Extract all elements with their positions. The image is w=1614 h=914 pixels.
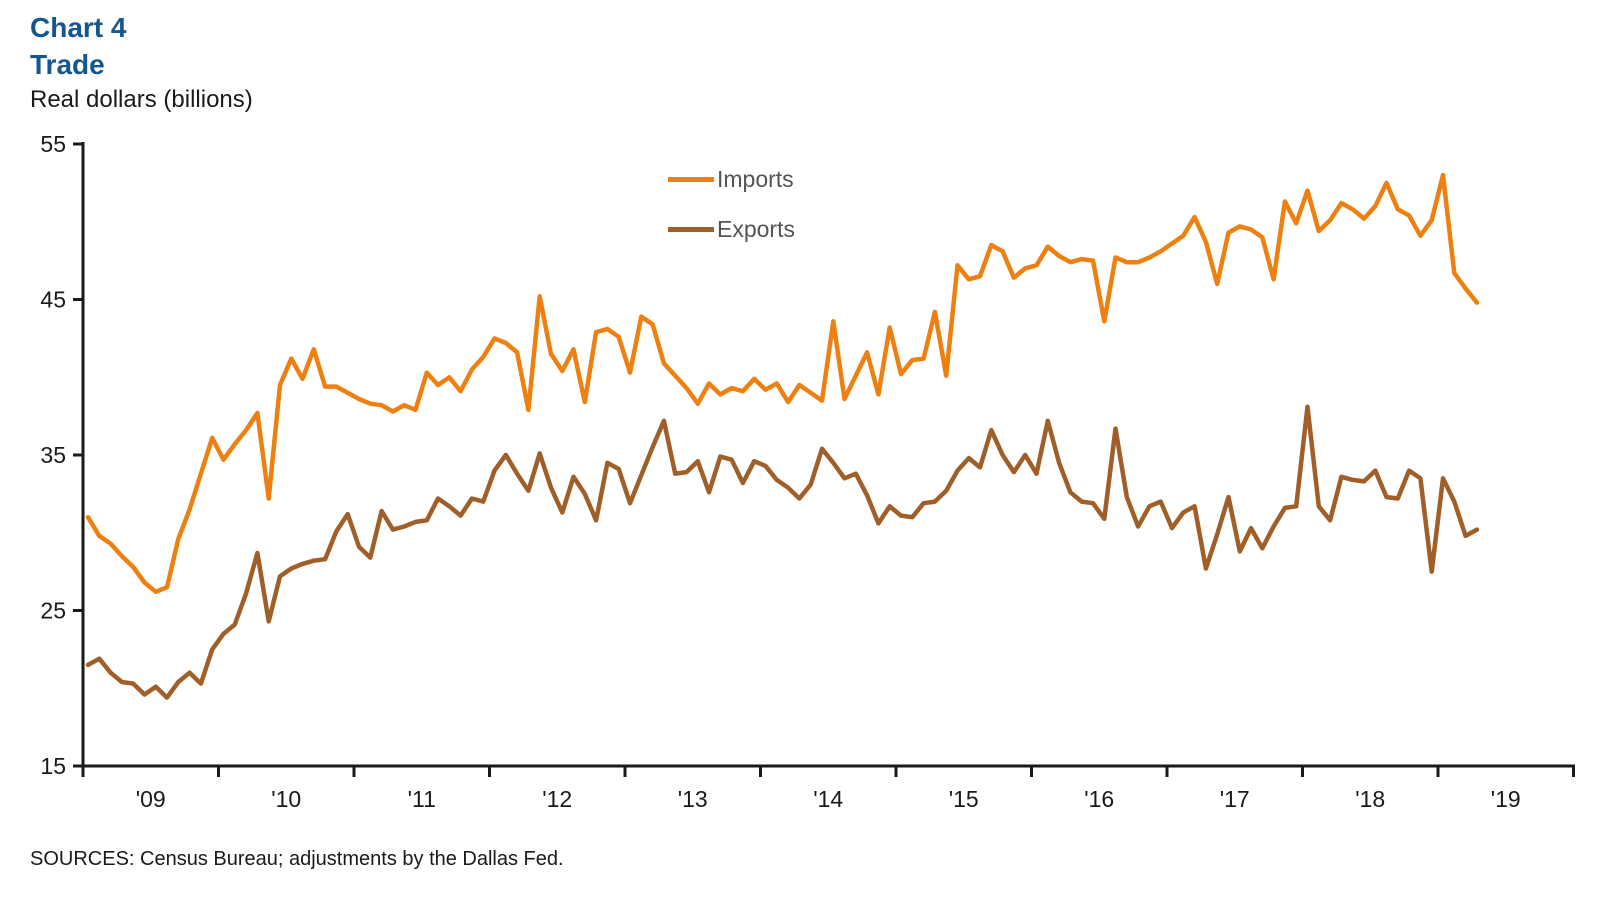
legend-label-imports: Imports [717,165,794,192]
chart-title: Trade [30,49,105,80]
legend-label-exports: Exports [717,215,795,242]
imports-line [85,172,1480,595]
legend-item-exports: Exports [668,216,795,242]
x-tick-label: '10 [271,786,301,812]
x-tick-label: '18 [1355,786,1385,812]
x-tick-label: '12 [542,786,572,812]
x-tick-label: '19 [1491,786,1521,812]
y-tick-label: 25 [40,598,66,624]
exports-line-swatch [668,226,714,232]
x-tick-label: '15 [949,786,979,812]
y-tick-label: 45 [40,287,66,313]
x-tick-label: '17 [1220,786,1250,812]
x-tick-label: '11 [408,786,436,812]
legend-item-imports: Imports [668,166,795,192]
chart-legend: Imports Exports [668,166,795,242]
y-tick-label: 15 [40,753,66,779]
x-tick-label: '16 [1084,786,1114,812]
source-note: SOURCES: Census Bureau; adjustments by t… [30,848,564,870]
exports-line [85,404,1480,700]
x-tick-label: '09 [136,786,166,812]
chart-number: Chart 4 [30,12,127,43]
x-tick-label: '14 [813,786,843,812]
y-tick-label: 55 [40,131,66,157]
imports-line-swatch [668,176,714,182]
y-axis-unit-label: Real dollars (billions) [30,86,253,113]
x-tick-label: '13 [678,786,708,812]
y-tick-label: 35 [40,442,66,468]
